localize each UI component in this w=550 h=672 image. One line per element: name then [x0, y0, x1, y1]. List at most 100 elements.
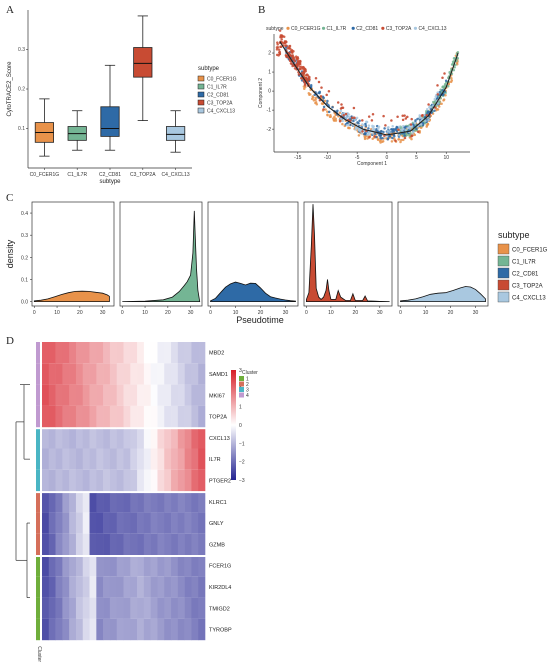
panel-letter-a: A	[6, 4, 14, 16]
heatmap-cell	[143, 576, 151, 598]
heatmap-cell	[116, 448, 124, 470]
heatmap-cell	[69, 342, 77, 364]
cell-point	[282, 35, 286, 38]
cell-point	[340, 106, 344, 109]
heatmap-cell	[103, 405, 111, 428]
cell-point	[450, 76, 453, 80]
x-tick-label: 20	[165, 310, 171, 316]
cell-point	[279, 45, 282, 48]
heatmap-cell	[177, 448, 185, 470]
cell-point	[436, 84, 439, 87]
heatmap-cell	[130, 618, 138, 641]
legend-label: C1_IL7R	[327, 26, 347, 32]
cell-point	[440, 102, 443, 105]
heatmap-cell	[157, 493, 165, 513]
heatmap-cell	[62, 405, 70, 428]
cell-point	[401, 118, 405, 122]
heatmap-cell	[42, 363, 50, 385]
heatmap-cell	[75, 405, 84, 428]
heatmap-cell	[191, 363, 199, 385]
heatmap-cell	[171, 429, 179, 449]
gene-label: PTGER2	[209, 478, 231, 484]
heatmap-cell	[137, 576, 145, 598]
x-tick-label: C1_IL7R	[67, 172, 87, 178]
heatmap-cell	[171, 469, 179, 492]
cell-point	[300, 71, 304, 75]
heatmap-cell	[157, 448, 165, 470]
cell-point	[371, 132, 374, 135]
heatmap-cell	[171, 405, 179, 428]
heatmap-cell	[96, 363, 104, 385]
cell-point	[410, 134, 413, 138]
y-tick-label: -2	[267, 127, 272, 133]
heatmap-cell	[69, 493, 77, 513]
cell-point	[344, 112, 348, 116]
heatmap-cell	[177, 618, 185, 641]
heatmap-cell	[42, 429, 50, 449]
heatmap-cell	[130, 342, 138, 364]
cell-point	[357, 122, 360, 125]
cell-point	[406, 126, 410, 129]
heatmap-cell	[130, 493, 138, 513]
cell-point	[442, 99, 445, 102]
heatmap-cell	[198, 384, 206, 406]
facet-panel	[303, 201, 393, 307]
heatmap-cell	[96, 469, 104, 492]
cell-point	[288, 46, 291, 50]
heatmap-cell	[184, 618, 192, 641]
cell-point	[398, 125, 401, 129]
heatmap-cell	[191, 448, 199, 470]
heatmap-cell	[164, 363, 172, 385]
heatmap-cell	[143, 469, 151, 492]
row-cluster-bar	[36, 384, 40, 406]
cell-point	[403, 134, 406, 137]
heatmap-cell	[137, 363, 145, 385]
x-tick-label: C3_TOP2A	[130, 172, 156, 178]
legend-swatch	[197, 91, 205, 98]
cell-point	[381, 140, 384, 143]
cell-point	[404, 128, 407, 132]
cell-point	[356, 126, 359, 130]
y-tick-label: 0.1	[18, 126, 25, 132]
heatmap-cell	[137, 405, 145, 428]
heatmap-cell	[62, 576, 70, 598]
heatmap-cell	[184, 533, 192, 555]
panel-letter-b: B	[258, 4, 266, 16]
cell-point	[404, 117, 408, 120]
y-axis-label: density	[5, 239, 15, 268]
heatmap-cell	[62, 597, 70, 619]
cell-point	[402, 124, 405, 128]
cell-point	[279, 34, 283, 37]
heatmap-cell	[116, 557, 124, 577]
heatmap-cell	[130, 448, 138, 470]
heatmap-cell	[184, 342, 192, 364]
density-area-C3_TOP2A	[306, 204, 390, 302]
heatmap-cell	[157, 405, 165, 428]
cell-point	[410, 117, 413, 121]
cell-point	[372, 128, 376, 131]
heatmap-cell	[130, 384, 138, 406]
y-tick-label: 0.3	[18, 47, 25, 53]
cell-point	[425, 125, 428, 128]
cell-point	[322, 96, 325, 100]
cell-point	[325, 102, 329, 105]
heatmap-cell	[137, 448, 145, 470]
heatmap-cell	[69, 429, 77, 449]
cell-point	[276, 43, 279, 46]
cell-point	[373, 132, 377, 136]
heatmap-cell	[82, 493, 90, 513]
trajectory-scatter-chart: subtype C0_FCER1G C1_IL7R C2_CD81 C3_TOP2A C4…	[258, 26, 470, 167]
heatmap-cell	[55, 363, 63, 385]
heatmap-cell	[109, 384, 118, 406]
cell-point	[434, 106, 437, 109]
heatmap-cell	[177, 557, 185, 577]
cluster-legend-swatch	[239, 376, 244, 381]
y-tick-label: 0.2	[18, 87, 25, 93]
heatmap-cell	[157, 469, 165, 492]
cell-point	[358, 119, 361, 123]
legend-marker	[286, 26, 290, 30]
legend-title: subtype	[198, 66, 220, 72]
cell-point	[299, 76, 303, 80]
cell-point	[373, 135, 376, 138]
cluster-legend-label: 4	[246, 393, 249, 399]
